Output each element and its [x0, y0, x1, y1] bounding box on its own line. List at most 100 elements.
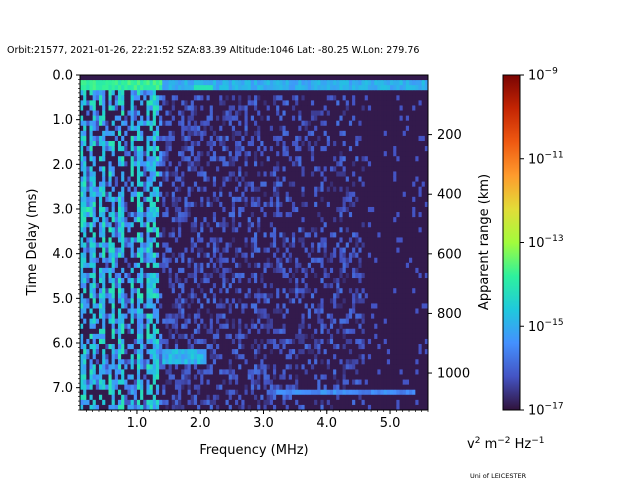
heatmap-cell — [136, 171, 141, 177]
heatmap-cell — [174, 344, 179, 350]
heatmap-cell — [127, 354, 132, 360]
heatmap-cell — [314, 349, 318, 355]
heatmap-cell — [222, 288, 226, 294]
heatmap-cell — [247, 293, 252, 299]
heatmap-cell — [80, 267, 84, 274]
heatmap-cell — [171, 344, 176, 350]
heatmap-cell — [257, 95, 261, 101]
heatmap-cell — [143, 105, 147, 111]
heatmap-cell — [241, 206, 245, 213]
heatmap-cell — [260, 349, 264, 355]
heatmap-cell — [285, 308, 290, 314]
heatmap-cell — [282, 288, 287, 294]
heatmap-cell — [209, 262, 214, 269]
heatmap-cell — [241, 90, 245, 96]
heatmap-cell — [187, 201, 192, 208]
heatmap-cell — [95, 359, 100, 365]
heatmap-cell — [193, 140, 198, 147]
heatmap-cell — [203, 80, 207, 86]
heatmap-cell — [254, 369, 258, 375]
heatmap-cell — [193, 186, 198, 193]
heatmap-cell — [114, 120, 119, 127]
heatmap-cell — [291, 374, 296, 380]
heatmap-cell — [136, 404, 141, 411]
heatmap-cell — [203, 130, 207, 137]
heatmap-cell — [250, 308, 255, 314]
heatmap-cell — [238, 257, 242, 264]
heatmap-cell — [197, 115, 201, 122]
heatmap-cell — [282, 384, 287, 391]
heatmap-cell — [168, 186, 173, 193]
heatmap-cell — [165, 349, 169, 355]
heatmap-cell — [250, 100, 255, 106]
heatmap-cell — [98, 308, 103, 314]
heatmap-cell — [266, 75, 271, 81]
heatmap-cell — [124, 308, 128, 314]
heatmap-cell — [136, 354, 141, 360]
heatmap-cell — [263, 374, 268, 380]
heatmap-cell — [193, 278, 198, 284]
heatmap-cell — [247, 267, 252, 274]
heatmap-cell — [235, 90, 239, 96]
heatmap-cell — [209, 247, 214, 254]
heatmap-cell — [197, 130, 201, 137]
heatmap-cell — [168, 232, 173, 238]
heatmap-cell — [203, 85, 207, 91]
heatmap-cell — [159, 191, 163, 198]
heatmap-cell — [301, 267, 306, 274]
heatmap-cell — [216, 110, 220, 117]
heatmap-cell — [117, 404, 122, 411]
heatmap-cell — [272, 389, 277, 396]
heatmap-cell — [146, 272, 150, 279]
heatmap-cell — [244, 125, 249, 132]
heatmap-cell — [285, 95, 290, 101]
heatmap-cell — [86, 384, 90, 391]
heatmap-cell — [165, 186, 169, 193]
heatmap-cell — [272, 232, 277, 238]
heatmap-cell — [130, 80, 135, 86]
heatmap-cell — [212, 379, 217, 386]
heatmap-cell — [295, 267, 299, 274]
heatmap-cell — [174, 181, 179, 188]
heatmap-cell — [190, 349, 195, 355]
heatmap-cell — [247, 288, 252, 294]
heatmap-cell — [152, 161, 157, 167]
heatmap-cell — [159, 394, 163, 401]
heatmap-cell — [209, 272, 214, 279]
heatmap-cell — [260, 217, 264, 223]
heatmap-cell — [209, 146, 214, 152]
heatmap-cell — [266, 115, 271, 122]
heatmap-cell — [111, 186, 116, 193]
heatmap-cell — [222, 242, 226, 248]
heatmap-cell — [200, 318, 204, 325]
heatmap-cell — [143, 338, 147, 345]
heatmap-cell — [92, 313, 97, 320]
heatmap-cell — [272, 247, 277, 254]
heatmap-cell — [247, 318, 252, 325]
heatmap-cell — [117, 364, 122, 370]
heatmap-cell — [184, 227, 188, 233]
heatmap-cell — [250, 120, 255, 127]
heatmap-cell — [314, 85, 318, 91]
heatmap-cell — [184, 75, 188, 81]
heatmap-cell — [130, 115, 135, 122]
heatmap-cell — [288, 90, 293, 96]
heatmap-cell — [105, 318, 109, 325]
heatmap-cell — [317, 212, 321, 218]
heatmap-cell — [127, 75, 132, 81]
heatmap-cell — [219, 394, 223, 401]
heatmap-cell — [200, 90, 204, 96]
heatmap-cell — [291, 283, 296, 289]
heatmap-cell — [282, 206, 287, 213]
heatmap-cell — [301, 161, 306, 167]
heatmap-cell — [209, 303, 214, 309]
heatmap-cell — [197, 237, 201, 243]
heatmap-cell — [228, 227, 233, 233]
heatmap-cell — [187, 262, 192, 269]
heatmap-cell — [168, 278, 173, 284]
heatmap-cell — [121, 232, 125, 238]
heatmap-cell — [222, 389, 226, 396]
heatmap-cell — [298, 120, 302, 127]
heatmap-cell — [307, 75, 312, 81]
heatmap-cell — [266, 120, 271, 127]
